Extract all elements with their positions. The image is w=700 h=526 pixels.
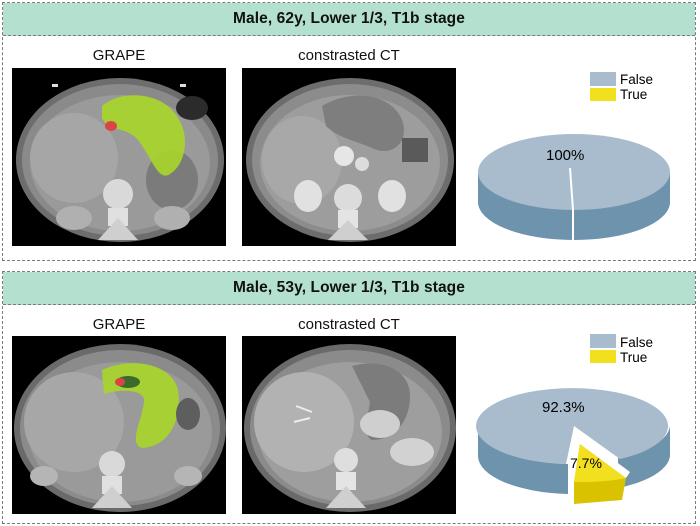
legend-label-true: True [620, 87, 647, 102]
case-title: Male, 62y, Lower 1/3, T1b stage [3, 3, 695, 36]
pie-slice-false [478, 134, 670, 210]
legend-swatch-false [590, 334, 616, 348]
grape-label: GRAPE [92, 316, 146, 333]
contrast-ct-image [242, 68, 456, 246]
case-panel-1: Male, 62y, Lower 1/3, T1b stage [2, 2, 696, 261]
grape-label: GRAPE [92, 47, 146, 64]
ct-label: constrasted CT [298, 47, 400, 64]
grape-ct-image [12, 336, 226, 514]
case-title: Male, 53y, Lower 1/3, T1b stage [3, 272, 695, 305]
legend-swatch-true [590, 88, 616, 101]
legend-swatch-false [590, 72, 616, 86]
ct-label: constrasted CT [298, 316, 400, 333]
pie-slice-true [574, 444, 626, 483]
legend-label-false: False [620, 72, 653, 87]
case-panel-2: Male, 53y, Lower 1/3, T1b stage [2, 271, 696, 524]
grape-ct-image [12, 68, 226, 246]
pie-slice-false [476, 388, 669, 464]
contrast-ct-image [242, 336, 456, 514]
pie-slice-false-side [477, 426, 568, 494]
pie-chart-2: False True 92.3% 7.7% [470, 326, 690, 516]
legend-label-false: False [620, 335, 653, 350]
pie-label-true: 7.7% [570, 455, 602, 471]
legend-label-true: True [620, 350, 647, 365]
pie-chart-1: False True 100% [470, 62, 690, 252]
legend-swatch-true [590, 350, 616, 363]
pie-label-false: 92.3% [542, 399, 585, 416]
pie-label-false: 100% [546, 147, 584, 164]
